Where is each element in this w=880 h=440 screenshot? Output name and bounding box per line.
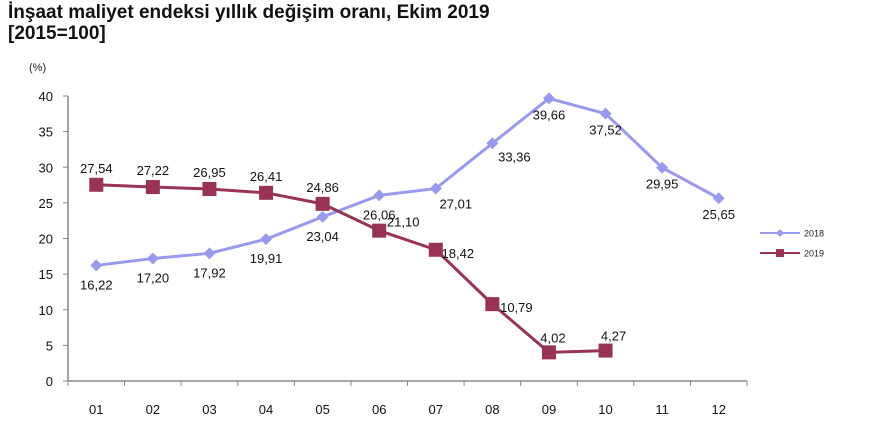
x-tick-label: 01 bbox=[89, 402, 103, 417]
x-tick-label: 11 bbox=[655, 402, 669, 417]
diamond-marker-icon bbox=[260, 233, 273, 246]
data-label: 16,22 bbox=[80, 277, 113, 292]
square-marker-icon bbox=[315, 196, 330, 211]
data-label: 27,01 bbox=[440, 197, 473, 212]
chart-title-line1: İnşaat maliyet endeksi yıllık değişim or… bbox=[8, 2, 490, 23]
data-label: 26,41 bbox=[250, 169, 283, 184]
square-marker-icon bbox=[372, 223, 387, 238]
x-tick-label: 04 bbox=[259, 402, 273, 417]
y-tick-label: 30 bbox=[39, 160, 53, 175]
data-label: 18,42 bbox=[442, 246, 475, 261]
y-tick-label: 0 bbox=[46, 374, 53, 389]
y-tick-label: 5 bbox=[46, 338, 53, 353]
square-marker-icon bbox=[202, 181, 217, 196]
diamond-marker-icon bbox=[203, 247, 216, 260]
square-marker-icon bbox=[259, 185, 274, 200]
square-marker-icon bbox=[145, 180, 160, 195]
x-tick-label: 05 bbox=[315, 402, 329, 417]
chart-title: İnşaat maliyet endeksi yıllık değişim or… bbox=[8, 2, 490, 44]
data-label: 17,92 bbox=[193, 265, 226, 280]
square-marker-icon bbox=[428, 242, 443, 257]
data-label: 17,20 bbox=[137, 270, 170, 285]
y-tick-label: 10 bbox=[39, 303, 53, 318]
data-label: 21,10 bbox=[387, 215, 420, 230]
data-label: 26,95 bbox=[193, 165, 226, 180]
data-label: 26,06 bbox=[363, 207, 396, 222]
data-label: 29,95 bbox=[646, 177, 679, 192]
square-marker-icon bbox=[89, 177, 104, 192]
legend-square-icon bbox=[776, 249, 784, 257]
data-label: 25,65 bbox=[702, 207, 735, 222]
y-axis-unit: (%) bbox=[29, 62, 47, 74]
x-tick-label: 03 bbox=[202, 402, 216, 417]
x-tick-label: 09 bbox=[542, 402, 556, 417]
diamond-marker-icon bbox=[316, 210, 329, 223]
diamond-marker-icon bbox=[656, 161, 669, 174]
series-line-2018 bbox=[96, 96, 720, 267]
diamond-marker-icon bbox=[486, 137, 499, 150]
x-tick-label: 02 bbox=[146, 402, 160, 417]
data-label: 39,66 bbox=[533, 107, 566, 122]
data-label: 37,52 bbox=[589, 123, 622, 138]
x-tick-label: 08 bbox=[485, 402, 499, 417]
diamond-marker-icon bbox=[90, 259, 103, 272]
data-label: 27,22 bbox=[137, 163, 170, 178]
x-tick-label: 06 bbox=[372, 402, 386, 417]
x-tick-label: 07 bbox=[429, 402, 443, 417]
y-tick-label: 20 bbox=[39, 232, 53, 247]
data-label: 4,27 bbox=[601, 329, 626, 344]
series-line-2019 bbox=[96, 183, 606, 354]
y-tick-label: 15 bbox=[39, 267, 53, 282]
legend-label-2019: 2019 bbox=[804, 249, 824, 259]
diamond-marker-icon bbox=[542, 92, 555, 105]
y-tick-label: 35 bbox=[39, 125, 53, 140]
x-tick-label: 12 bbox=[711, 402, 725, 417]
data-label: 27,54 bbox=[80, 161, 113, 176]
square-marker-icon bbox=[485, 297, 500, 312]
diamond-marker-icon bbox=[429, 182, 442, 195]
x-tick-label: 10 bbox=[598, 402, 612, 417]
legend-diamond-icon bbox=[776, 229, 784, 237]
data-label: 4,02 bbox=[540, 330, 565, 345]
diamond-marker-icon bbox=[599, 107, 612, 120]
data-label: 23,04 bbox=[306, 229, 339, 244]
y-tick-label: 40 bbox=[39, 89, 53, 104]
square-marker-icon bbox=[598, 343, 613, 358]
data-label: 33,36 bbox=[498, 149, 531, 164]
legend-label-2018: 2018 bbox=[804, 229, 824, 239]
diamond-marker-icon bbox=[373, 189, 386, 202]
diamond-marker-icon bbox=[712, 192, 725, 205]
y-tick-label: 25 bbox=[39, 196, 53, 211]
diamond-marker-icon bbox=[146, 252, 159, 265]
data-label: 10,79 bbox=[500, 300, 533, 315]
square-marker-icon bbox=[541, 345, 556, 360]
data-label: 19,91 bbox=[250, 251, 283, 266]
data-label: 24,86 bbox=[306, 180, 339, 195]
chart-title-line2: [2015=100] bbox=[8, 23, 106, 44]
